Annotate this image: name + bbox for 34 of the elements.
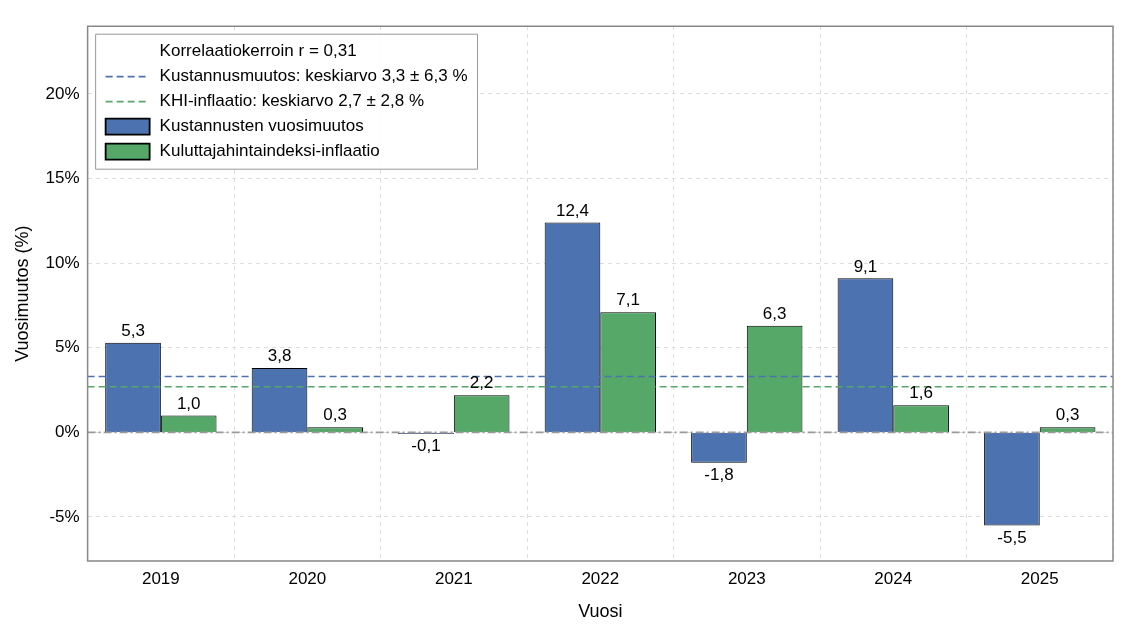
data-label: 0,3 xyxy=(1055,405,1080,425)
legend-label: KHI-inflaatio: keskiarvo 2,7 ± 2,8 % xyxy=(159,91,425,111)
y-tick-label: 10% xyxy=(45,252,80,272)
x-tick-label: 2019 xyxy=(141,568,180,588)
annotation: Korrelaatiokerroin r = 0,31 xyxy=(159,41,357,61)
legend-label: Kustannusten vuosimuutos xyxy=(159,116,364,136)
y-tick-label: 15% xyxy=(45,168,80,188)
x-tick-label: 2021 xyxy=(434,568,473,588)
x-axis-title: Vuosi xyxy=(578,601,623,622)
legend-label: Kuluttajahintaindeksi-inflaatio xyxy=(159,141,380,161)
y-tick-label: 20% xyxy=(45,83,80,103)
data-label: 6,3 xyxy=(762,303,787,323)
data-label: -5,5 xyxy=(997,527,1027,547)
x-tick-label: 2024 xyxy=(874,568,913,588)
data-label: 1,6 xyxy=(909,383,933,403)
x-tick-label: 2025 xyxy=(1020,568,1059,588)
data-label: 3,8 xyxy=(267,346,292,366)
data-label: 0,3 xyxy=(323,405,347,425)
data-label: 5,3 xyxy=(121,320,145,340)
data-label: 1,0 xyxy=(176,393,201,413)
data-label: -1,8 xyxy=(704,465,734,485)
y-tick-label: -5% xyxy=(49,506,80,526)
y-tick-label: 5% xyxy=(55,337,80,357)
data-label: -0,1 xyxy=(411,436,441,456)
x-tick-label: 2020 xyxy=(288,568,327,588)
data-label: 7,1 xyxy=(616,290,640,310)
data-label: 2,2 xyxy=(469,373,494,393)
y-axis-title: Vuosimuutos (%) xyxy=(11,225,32,362)
data-label: 12,4 xyxy=(555,200,590,220)
data-label: 9,1 xyxy=(853,256,878,276)
x-tick-label: 2022 xyxy=(581,568,620,588)
y-tick-label: 0% xyxy=(55,422,80,442)
x-tick-label: 2023 xyxy=(727,568,766,588)
legend-label: Kustannusmuutos: keskiarvo 3,3 ± 6,3 % xyxy=(159,66,468,86)
